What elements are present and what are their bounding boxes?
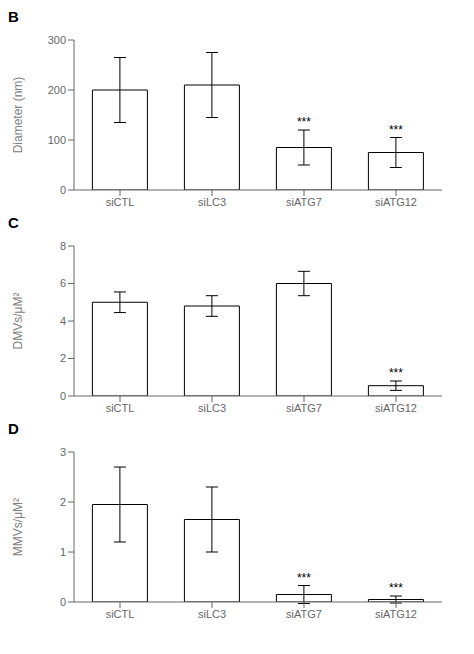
svg-text:siATG12: siATG12: [375, 608, 417, 620]
svg-text:3: 3: [60, 446, 66, 458]
svg-text:siCTL: siCTL: [106, 608, 135, 620]
svg-text:siATG7: siATG7: [286, 608, 322, 620]
svg-text:200: 200: [48, 84, 66, 96]
svg-text:300: 300: [48, 34, 66, 46]
svg-text:1: 1: [60, 546, 66, 558]
svg-text:8: 8: [60, 240, 66, 252]
svg-text:MMVs/μM²: MMVs/μM²: [11, 498, 25, 556]
svg-text:***: ***: [389, 366, 403, 380]
html-text:B: B: [8, 8, 19, 25]
svg-text:siLC3: siLC3: [198, 402, 226, 414]
svg-text:siATG7: siATG7: [286, 402, 322, 414]
svg-text:***: ***: [297, 571, 311, 585]
svg-text:siCTL: siCTL: [106, 196, 135, 208]
svg-text:siCTL: siCTL: [106, 402, 135, 414]
svg-text:DMVs/μM²: DMVs/μM²: [11, 293, 25, 350]
svg-text:6: 6: [60, 277, 66, 289]
html-text:C: C: [8, 214, 19, 231]
svg-text:0: 0: [60, 184, 66, 196]
svg-text:***: ***: [297, 115, 311, 129]
svg-text:2: 2: [60, 496, 66, 508]
svg-text:***: ***: [389, 581, 403, 595]
svg-text:Diameter (nm): Diameter (nm): [11, 77, 25, 154]
svg-text:2: 2: [60, 352, 66, 364]
svg-text:0: 0: [60, 390, 66, 402]
svg-text:0: 0: [60, 596, 66, 608]
svg-text:siLC3: siLC3: [198, 196, 226, 208]
html-text:D: D: [8, 420, 19, 437]
svg-text:siLC3: siLC3: [198, 608, 226, 620]
svg-text:siATG7: siATG7: [286, 196, 322, 208]
svg-text:100: 100: [48, 134, 66, 146]
svg-text:***: ***: [389, 123, 403, 137]
svg-text:siATG12: siATG12: [375, 196, 417, 208]
svg-text:siATG12: siATG12: [375, 402, 417, 414]
svg-text:4: 4: [60, 315, 66, 327]
